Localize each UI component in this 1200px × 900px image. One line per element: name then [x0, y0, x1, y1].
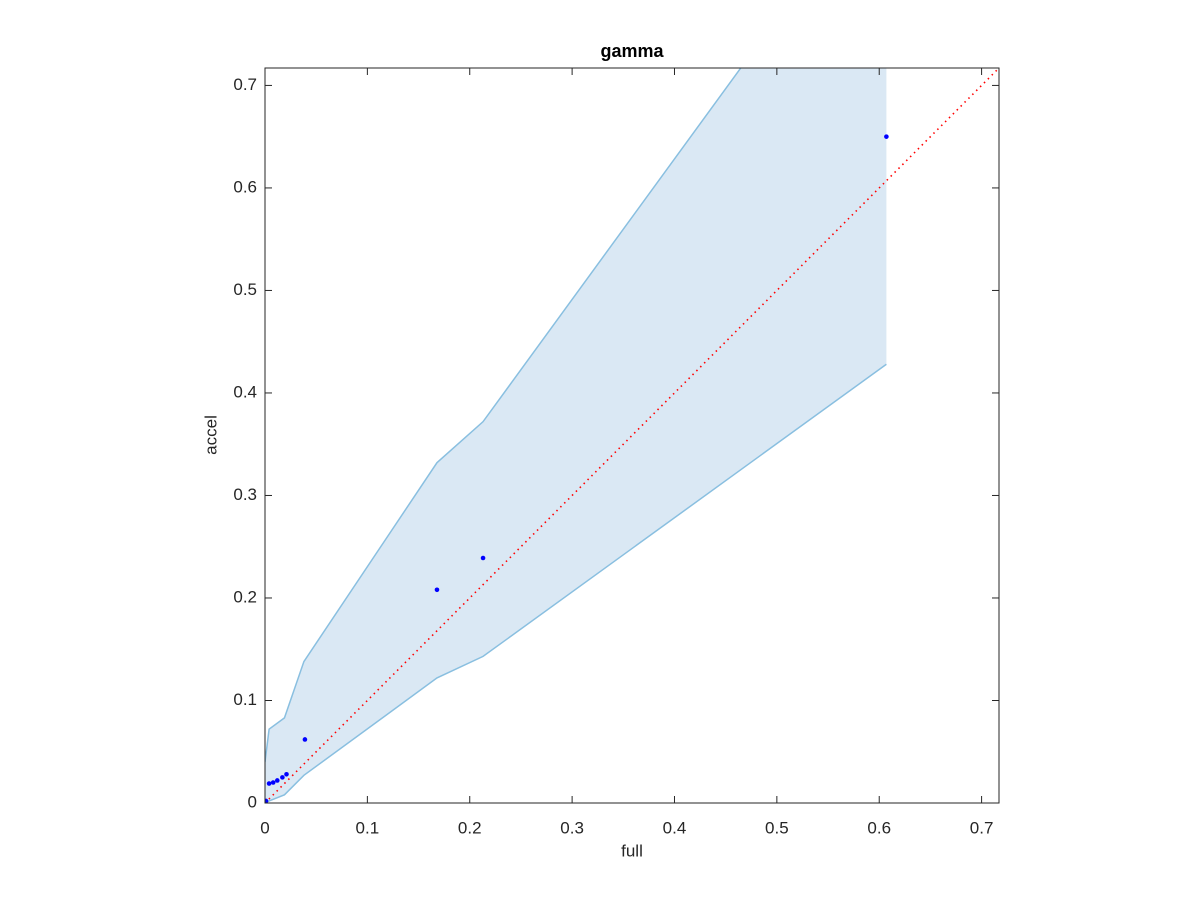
data-point [270, 780, 276, 785]
data-point [884, 134, 889, 139]
band-lower-edge [265, 363, 887, 803]
y-tick-label: 0.2 [233, 587, 257, 606]
x-tick-label: 0.7 [970, 818, 994, 837]
x-tick-label: 0.4 [663, 818, 687, 837]
x-axis-label: full [621, 841, 643, 860]
data-point [280, 775, 285, 780]
y-axis-label: accel [201, 415, 220, 455]
y-tick-label: 0 [248, 792, 257, 811]
axes: 0 0.1 0.2 0.3 0.4 0.5 0.6 0.7 0 0.1 0.2 0.3 0.4 0.5 0.… [233, 67, 1000, 837]
data-point [265, 798, 269, 803]
y-tick-label: 0.1 [233, 690, 257, 709]
x-tick-label: 0.1 [356, 818, 380, 837]
chart-title: gamma [600, 41, 664, 61]
x-tick-label: 0.3 [560, 818, 584, 837]
data-point [266, 781, 272, 786]
y-tick-label: 0.3 [233, 485, 257, 504]
data-point [284, 771, 289, 777]
y-tick-label: 0.7 [233, 75, 257, 94]
band-upper-edge [265, 68, 742, 763]
data-point [480, 555, 486, 561]
x-tick-label: 0 [260, 818, 269, 837]
x-tick-label: 0.2 [458, 818, 482, 837]
x-tick-label: 0.5 [765, 818, 789, 837]
y-tick-label: 0.5 [233, 280, 257, 299]
data-point [434, 587, 440, 593]
y-tick-label: 0.6 [233, 177, 257, 196]
data-point [274, 778, 280, 783]
data-point [302, 737, 308, 742]
confidence-band [265, 68, 887, 803]
plot-area [265, 68, 999, 803]
axes-box [264, 67, 1000, 804]
y-tick-label: 0.4 [233, 382, 257, 401]
x-tick-label: 0.6 [867, 818, 891, 837]
